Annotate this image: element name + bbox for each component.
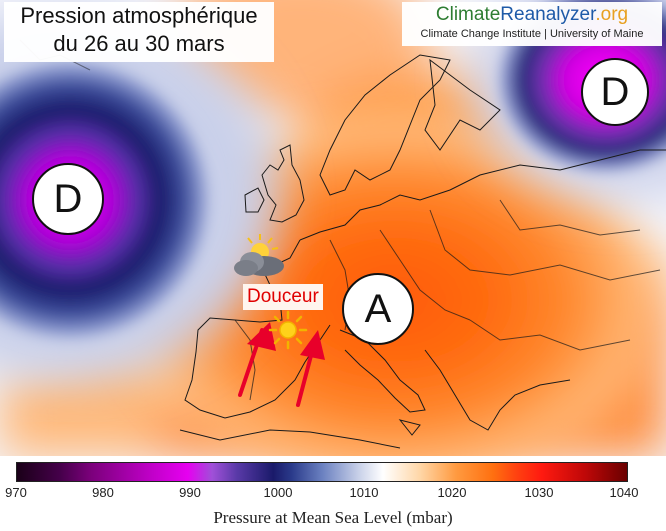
logo-part-org: .org — [595, 4, 629, 25]
colorbar-tick-1020: 1020 — [437, 485, 467, 500]
climate-reanalyzer-logo: ClimateReanalyzer.org Climate Change Ins… — [402, 2, 662, 46]
colorbar-tick-1040: 1040 — [609, 485, 639, 500]
warm-air-label-text: Douceur — [247, 286, 319, 307]
map-title-line2: du 26 au 30 mars — [53, 31, 225, 56]
colorbar-tick-1000: 1000 — [263, 485, 293, 500]
high-pressure-marker: A — [342, 273, 414, 345]
sun-icon — [268, 310, 308, 350]
logo-part-reanalyzer: Reanalyzer — [500, 4, 596, 25]
high-pressure-label: A — [364, 286, 392, 331]
logo-subtitle: Climate Change Institute | University of… — [420, 28, 644, 40]
colorbar-title: Pressure at Mean Sea Level (mbar) — [213, 508, 453, 527]
colorbar-tick-990: 990 — [179, 485, 201, 500]
sun-behind-cloud-icon — [234, 234, 284, 276]
colorbar-tick-1010: 1010 — [349, 485, 379, 500]
logo-part-climate: Climate — [435, 4, 501, 25]
map-title-line1: Pression atmosphérique — [20, 3, 258, 28]
colorbar-tick-970: 970 — [5, 485, 27, 500]
warm-air-label: Douceur — [243, 284, 323, 310]
colorbar-tick-1030: 1030 — [524, 485, 554, 500]
low-pressure-west-marker: D — [32, 163, 104, 235]
pressure-legend: 970 980 990 1000 1010 1020 1030 1040 Pre… — [0, 456, 666, 531]
low-pressure-west-label: D — [53, 176, 83, 221]
low-pressure-northeast-label: D — [600, 69, 630, 114]
low-pressure-northeast-marker: D — [581, 58, 649, 126]
map-title: Pression atmosphérique du 26 au 30 mars — [4, 2, 274, 62]
pressure-colorbar — [16, 462, 628, 482]
colorbar-tick-980: 980 — [92, 485, 114, 500]
pressure-map — [0, 0, 666, 456]
warm-air-arrow-icon — [238, 322, 325, 407]
logo-wordmark: ClimateReanalyzer.org — [402, 2, 662, 27]
